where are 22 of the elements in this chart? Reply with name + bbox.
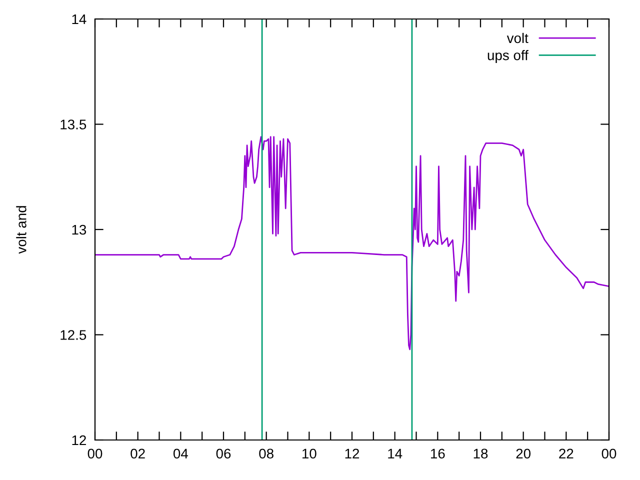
x-tick-label: 20 [516, 448, 531, 459]
x-tick-label: 04 [173, 448, 188, 459]
line-series [95, 136, 609, 350]
x-tick-label: 22 [559, 448, 574, 458]
legend-label: volt [506, 32, 528, 44]
x-tick-label: 06 [216, 448, 231, 459]
y-tick-label: 14 [72, 14, 86, 24]
x-tick-label: 00 [602, 448, 616, 459]
y-tick-label: 13 [72, 224, 86, 235]
x-tick-label: 08 [259, 448, 274, 459]
y-tick-label: 12.5 [60, 330, 86, 340]
y-axis-title: volt and [16, 206, 26, 254]
y-tick-label: 13.5 [60, 120, 86, 130]
x-tick-label: 10 [302, 448, 316, 459]
x-tick-label: 02 [130, 448, 145, 459]
y-tick-label: 12 [72, 435, 86, 446]
x-tick-label: 14 [388, 448, 402, 458]
x-tick-label: 12 [345, 448, 360, 458]
legend-label: ups off [488, 50, 528, 63]
x-tick-label: 16 [431, 448, 445, 459]
x-tick-label: 00 [88, 448, 102, 459]
x-tick-label: 18 [474, 448, 488, 459]
